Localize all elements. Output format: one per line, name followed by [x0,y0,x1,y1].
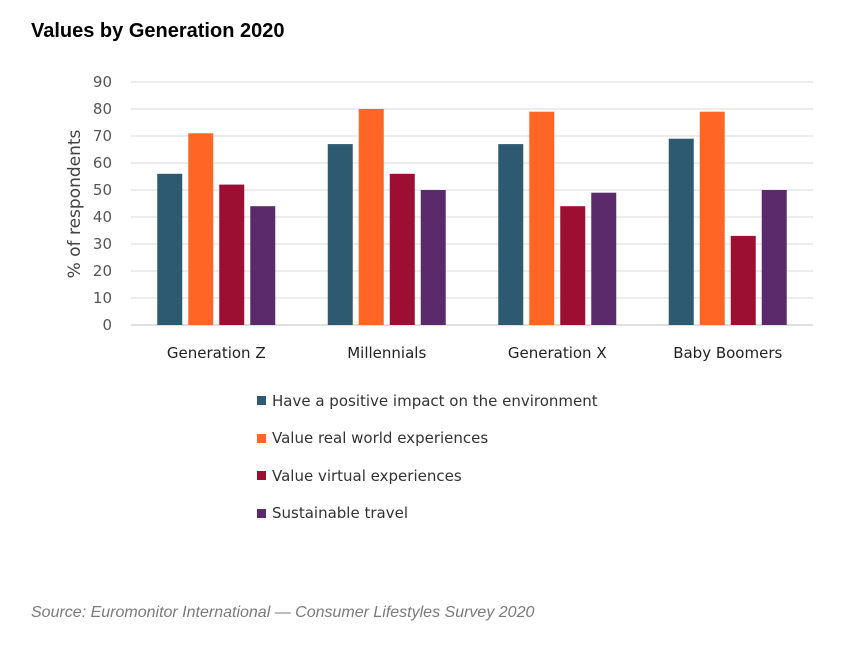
y-tick-label: 40 [93,208,112,226]
x-axis-categories: Generation Z Millennials Generation X Baby … [167,344,783,362]
y-tick-label: 10 [93,289,112,307]
legend-swatch [257,508,266,518]
legend-label: Value virtual experiences [272,466,462,485]
bar [358,109,384,325]
legend-item: Sustainable travel [257,495,598,533]
y-tick-label: 20 [93,262,112,280]
legend-item: Value real world experiences [257,420,598,458]
bar [498,144,524,325]
x-category-label: Baby Boomers [673,344,782,362]
bar [389,173,415,325]
x-category-label: Generation X [508,344,607,362]
x-category-label: Millennials [347,344,426,362]
bar [188,133,214,325]
y-tick-label: 50 [93,181,112,199]
bar [420,190,446,325]
bar [560,206,586,325]
y-tick-label: 60 [93,154,112,172]
legend-item: Value virtual experiences [257,457,598,495]
legend-item: Have a positive impact on the environmen… [257,382,598,420]
y-tick-label: 80 [93,100,112,118]
gridlines [131,81,813,326]
chart-title: Values by Generation 2020 [31,20,285,42]
y-tick-label: 90 [93,73,112,91]
legend-swatch [257,433,266,443]
bar [668,138,694,325]
bar [327,144,353,325]
y-axis-label: % of respondents [65,129,85,278]
bar [529,111,555,325]
legend-swatch [257,471,266,481]
legend-label: Sustainable travel [272,504,408,523]
y-tick-label: 70 [93,127,112,145]
bar [761,190,787,325]
bar [699,111,725,325]
x-category-label: Generation Z [167,344,266,362]
bar [730,235,756,325]
bars [157,109,787,325]
bar-chart: 0 10 20 30 40 50 60 70 80 90 Generation Z Millenni… [65,73,813,362]
bar [250,206,276,325]
legend-swatch [257,396,266,406]
bar [157,173,183,325]
source-note: Source: Euromonitor International — Cons… [31,604,535,621]
legend-label: Value real world experiences [272,429,489,448]
y-tick-label: 0 [102,316,112,334]
y-tick-label: 30 [93,235,112,253]
bar [219,184,245,325]
y-axis-ticks: 0 10 20 30 40 50 60 70 80 90 [93,73,112,334]
legend-label: Have a positive impact on the environmen… [272,391,598,410]
legend: Have a positive impact on the environmen… [257,382,598,532]
bar [591,192,617,325]
